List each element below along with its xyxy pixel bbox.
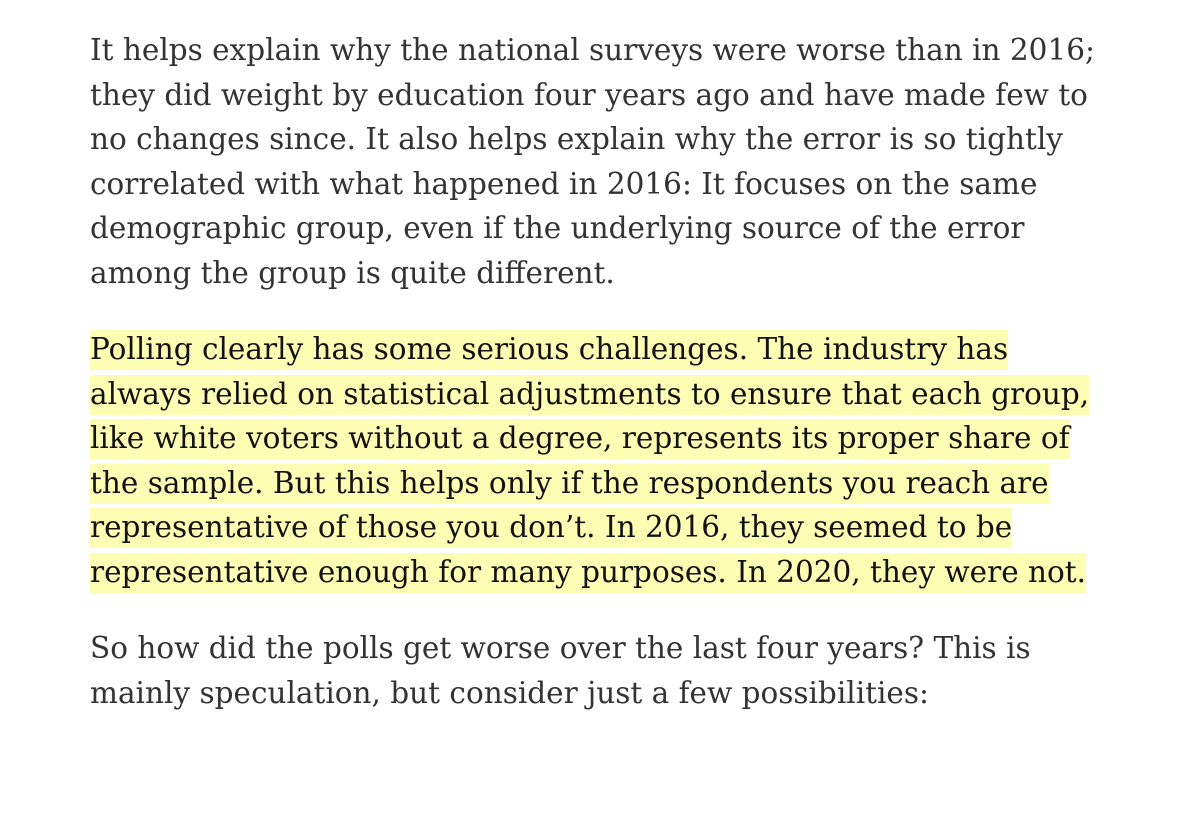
article-body: It helps explain why the national survey… (90, 28, 1150, 715)
text-line: correlated with what happened in 2016: I… (90, 166, 1038, 201)
paragraph-possibilities: So how did the polls get worse over the … (90, 626, 1150, 715)
highlighted-text-line: representative enough for many purposes.… (90, 550, 1150, 595)
highlight-span: the sample. But this helps only if the r… (90, 463, 1049, 504)
highlighted-text-line: Polling clearly has some serious challen… (90, 327, 1150, 372)
text-line: among the group is quite different. (90, 255, 615, 290)
highlight-span: like white voters without a degree, repr… (90, 419, 1070, 459)
highlight-span: always relied on statistical adjustments… (90, 374, 1090, 415)
paragraph-education-weighting: It helps explain why the national survey… (90, 28, 1150, 295)
highlight-span: Polling clearly has some serious challen… (90, 330, 1009, 370)
text-line: they did weight by education four years … (90, 77, 1088, 112)
text-line: It helps explain why the national survey… (90, 33, 1095, 67)
highlight-span: representative of those you don’t. In 20… (90, 508, 1013, 548)
highlighted-text-line: like white voters without a degree, repr… (90, 416, 1150, 461)
text-line: mainly speculation, but consider just a … (90, 675, 929, 710)
text-line: demographic group, even if the underlyin… (90, 211, 1025, 245)
highlighted-paragraph[interactable]: Polling clearly has some serious challen… (90, 327, 1150, 594)
text-line: So how did the polls get worse over the … (90, 631, 1031, 665)
highlighted-text-line: representative of those you don’t. In 20… (90, 505, 1150, 550)
highlighted-text-line: the sample. But this helps only if the r… (90, 461, 1150, 506)
highlighted-text-line: always relied on statistical adjustments… (90, 372, 1150, 417)
text-line: no changes since. It also helps explain … (90, 122, 1063, 156)
highlight-span: representative enough for many purposes.… (90, 552, 1087, 593)
